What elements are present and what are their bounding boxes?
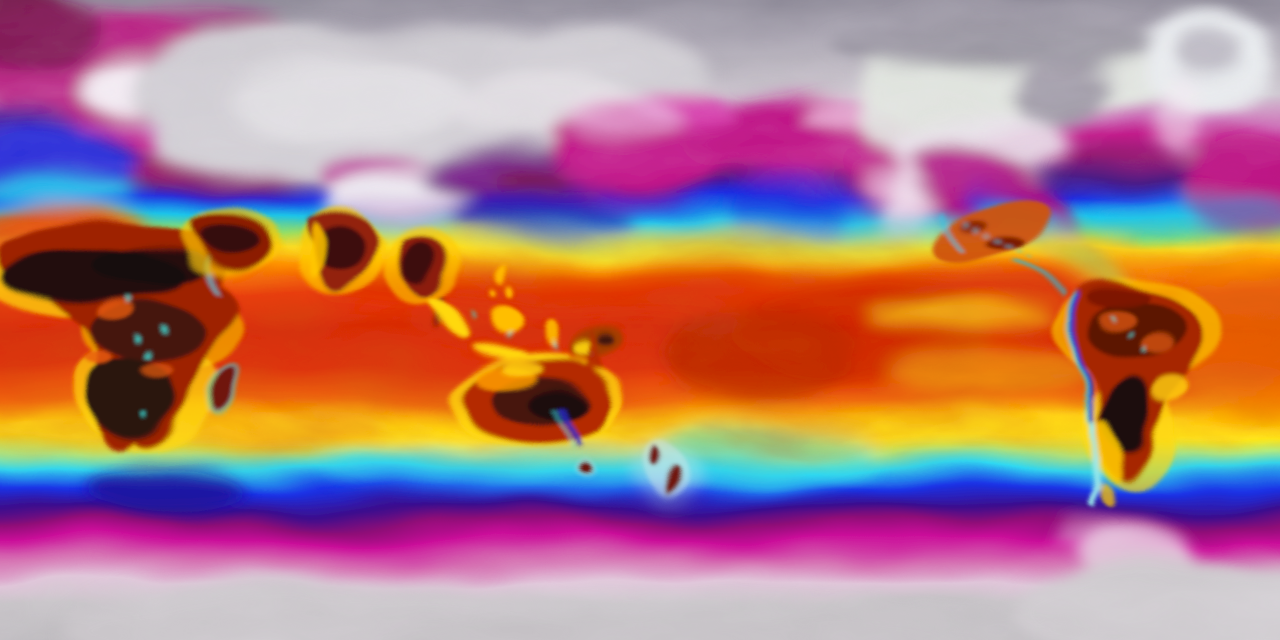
arabia: [182, 208, 274, 276]
andes-cyan-edge: [1067, 293, 1095, 431]
mexico-dark-patch-2: [963, 219, 987, 231]
patagonia-tail-warm: [1094, 477, 1110, 507]
visayas-island: [486, 288, 492, 298]
kalahari-dark-patch: [90, 360, 182, 440]
nz-south-island: [657, 466, 677, 496]
borneo-island: [486, 307, 518, 333]
india: [292, 208, 384, 296]
luzon-island: [492, 262, 502, 282]
lake-speck: [149, 353, 155, 359]
south-america: [1052, 275, 1228, 509]
australia: [455, 330, 619, 477]
africa-orange-mottle-1: [100, 302, 136, 322]
cape-york-peninsula: [578, 330, 596, 366]
brazil-yellow-patch: [1152, 380, 1192, 404]
andes-blue-ridge: [1070, 293, 1100, 431]
lake-speck: [163, 329, 169, 335]
amazon-river-cyan-specks: [1113, 316, 1150, 354]
central-america-cyan-ridge: [1007, 264, 1063, 298]
baja-california-cyan: [942, 211, 968, 253]
java-island: [472, 343, 524, 355]
new-zealand: [640, 438, 684, 498]
amazon-orange-mottle-2: [1144, 337, 1180, 355]
cyclone-swirl-arm: [1050, 520, 1130, 544]
nw-australia-yellow-mottle: [502, 357, 538, 371]
tasmania-body: [571, 460, 585, 474]
mindanao-island: [502, 283, 510, 297]
patagonia-icy-ridge: [1081, 429, 1101, 509]
africa-orange-mottle-2: [87, 353, 117, 371]
africa-orange-mottle-3: [148, 364, 176, 380]
madagascar-body: [214, 367, 240, 419]
patagonia-warm-lee: [1098, 428, 1122, 476]
island-cyan-speck: [503, 332, 507, 336]
se-australia-cold-streak: [555, 400, 575, 447]
river-speck: [1130, 334, 1134, 338]
river-speck: [1113, 316, 1117, 320]
sahel-black-core: [94, 250, 210, 286]
island-cyan-speck: [468, 316, 472, 320]
south-polar-swirl-texture: [0, 545, 1280, 640]
venezuela-maroon: [1086, 286, 1158, 306]
sierra-madre-cyan-line: [965, 221, 1031, 269]
middle-america: [935, 198, 1063, 298]
mexico-dark-patch-1: [986, 236, 1018, 252]
amazon-orange-mottle-1: [1100, 310, 1140, 330]
se-australia-cyan-edge: [551, 403, 567, 449]
gran-chaco-black-core: [1104, 378, 1152, 454]
indochina-dark-core: [402, 242, 432, 286]
lake-speck: [148, 418, 152, 422]
india-dark-core: [312, 228, 364, 268]
river-speck: [1146, 350, 1150, 354]
nz-north-island: [647, 443, 661, 469]
western-ghats-yellow: [305, 224, 321, 280]
indochina: [384, 226, 456, 332]
lake-speck: [128, 300, 132, 304]
new-guinea-dark-patch: [592, 335, 612, 345]
landmasses: [0, 198, 1228, 509]
arabia-dark-core: [198, 225, 254, 255]
lake-speck: [137, 339, 143, 345]
outback-black-core: [530, 382, 582, 418]
africa: [0, 212, 243, 452]
sulawesi-island: [539, 319, 553, 343]
sumatra-island: [427, 303, 469, 341]
rift-lake-cyan-specks: [128, 300, 169, 422]
north-polar-swirl-texture: [0, 0, 1280, 215]
island-cyan-speck: [546, 340, 550, 344]
philippines: [486, 262, 510, 298]
